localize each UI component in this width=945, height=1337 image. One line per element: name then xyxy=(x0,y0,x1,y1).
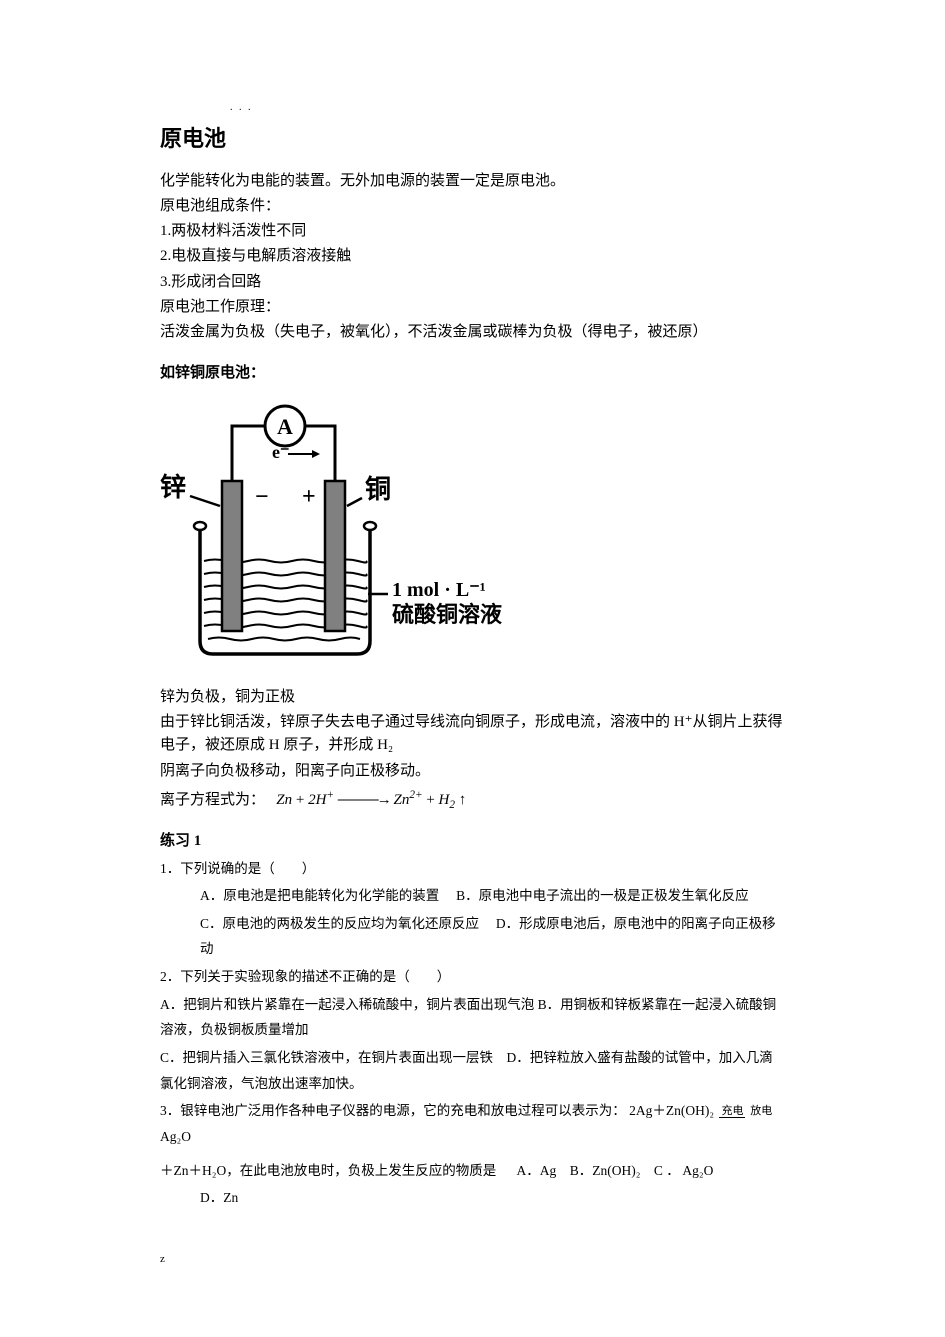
eq-label: 离子方程式为： xyxy=(160,792,265,808)
q3-frac-bot: 放电 xyxy=(748,1105,774,1117)
pointer-cu xyxy=(347,498,362,506)
q3-optC: C ． Ag₂O xyxy=(654,1163,713,1178)
electron-label: e⁻ xyxy=(272,442,290,462)
sign-plus: + xyxy=(302,484,316,510)
q3-optB: B．Zn(OH)₂ xyxy=(570,1163,641,1178)
label-cu: 铜 xyxy=(365,475,391,504)
intro-line: 2.电极直接与电解质溶液接触 xyxy=(160,245,785,268)
solution-conc: 1 mol · L⁻¹ xyxy=(392,579,486,601)
eq-rhs2-sub: 2 xyxy=(449,799,455,811)
electrode-zn xyxy=(222,481,242,631)
q3-frac-top: 充电 xyxy=(719,1105,745,1118)
q2-lineC: C．把铜片插入三氯化铁溶液中，在铜片表面出现一层铁 D．把锌粒放入盛有盐酸的试管… xyxy=(160,1045,785,1096)
explain-line: 由于锌比铜活泼，锌原子失去电子通过导线流向铜原子，形成电流，溶液中的 H⁺从铜片… xyxy=(160,711,785,758)
eq-arrow: ———→ xyxy=(338,791,390,808)
explain-line: 锌为负极，铜为正极 xyxy=(160,686,785,709)
beaker-lip-right xyxy=(364,522,376,530)
eq-uparrow: ↑ xyxy=(459,792,467,808)
q3-line3: D．Zn xyxy=(160,1185,785,1211)
eq-lhs2-sup: + xyxy=(326,789,334,801)
q3-line2: ＋Zn＋H₂O，在此电池放电时，负极上发生反应的物质是 A．Ag B．Zn(OH… xyxy=(160,1158,785,1184)
q3-line1: 3．银锌电池广泛用作各种电子仪器的电源，它的充电和放电过程可以表示为： 2Ag＋… xyxy=(160,1098,785,1149)
eq-plus2: + xyxy=(426,792,434,808)
battery-diagram: A e⁻ − + xyxy=(160,396,785,674)
beaker-lip-left xyxy=(194,522,206,530)
q1-optB: B．原电池中电子流出的一极是正极发生氧化反应 xyxy=(456,888,749,903)
ammeter-label: A xyxy=(277,414,293,439)
label-zn: 锌 xyxy=(160,473,186,502)
eq-rhs2: H xyxy=(439,792,450,808)
q3-chem-lhs: 2Ag＋Zn(OH)₂ xyxy=(629,1103,714,1118)
q1-options-row1: A．原电池是把电能转化为化学能的装置 B．原电池中电子流出的一极是正极发生氧化反… xyxy=(160,883,785,909)
example-label: 如锌铜原电池： xyxy=(160,362,785,385)
electron-arrow-head xyxy=(312,450,320,458)
q2-stem: 2．下列关于实验现象的描述不正确的是（ ） xyxy=(160,964,785,990)
q3-optA: A．Ag xyxy=(516,1163,556,1178)
battery-svg: A e⁻ − + xyxy=(160,396,520,666)
q3-frac: 充电 放电 xyxy=(719,1106,774,1118)
ionic-equation: 离子方程式为： Zn + 2H+ ———→ Zn2+ + H2 ↑ xyxy=(160,787,785,814)
q3-line2-pre: ＋Zn＋H₂O，在此电池放电时，负极上发生反应的物质是 xyxy=(160,1163,496,1178)
eq-rhs1: Zn xyxy=(394,792,410,808)
q3-chem-rhs: Ag₂O xyxy=(160,1129,191,1144)
wire-left xyxy=(232,426,265,481)
footer-mark: z xyxy=(160,1251,785,1268)
document-page: . . . 原电池 化学能转化为电能的装置。无外加电源的装置一定是原电池。 原电… xyxy=(0,0,945,1308)
practice-label: 练习 1 xyxy=(160,830,785,853)
solution-name: 硫酸铜溶液 xyxy=(392,602,502,627)
explain-line: 阴离子向负极移动，阳离子向正极移动。 xyxy=(160,760,785,783)
intro-line: 1.两极材料活泼性不同 xyxy=(160,220,785,243)
intro-line: 化学能转化为电能的装置。无外加电源的装置一定是原电池。 xyxy=(160,170,785,193)
intro-line: 原电池组成条件： xyxy=(160,195,785,218)
electrode-cu xyxy=(325,481,345,631)
intro-line: 活泼金属为负极（失电子，被氧化），不活泼金属或碳棒为负极（得电子，被还原） xyxy=(160,321,785,344)
q1-stem: 1．下列说确的是（ ） xyxy=(160,856,785,882)
q3-optD: D．Zn xyxy=(200,1190,238,1205)
pointer-zn xyxy=(190,496,220,506)
q2-lineA: A．把铜片和铁片紧靠在一起浸入稀硫酸中，铜片表面出现气泡 B．用铜板和锌板紧靠在… xyxy=(160,992,785,1043)
page-title: 原电池 xyxy=(160,122,785,156)
eq-lhs2: 2H xyxy=(308,792,326,808)
intro-line: 原电池工作原理： xyxy=(160,296,785,319)
q1-options-row2: C．原电池的两极发生的反应均为氧化还原反应 D．形成原电池后，原电池中的阳离子向… xyxy=(160,911,785,962)
header-dots: . . . xyxy=(230,100,785,116)
q1-optC: C．原电池的两极发生的反应均为氧化还原反应 xyxy=(200,916,479,931)
sign-minus: − xyxy=(255,484,269,510)
eq-plus1: + xyxy=(296,792,304,808)
eq-rhs1-sup: 2+ xyxy=(409,789,422,801)
intro-line: 3.形成闭合回路 xyxy=(160,271,785,294)
q3-pre: 3．银锌电池广泛用作各种电子仪器的电源，它的充电和放电过程可以表示为： xyxy=(160,1103,626,1118)
q1-optA: A．原电池是把电能转化为化学能的装置 xyxy=(200,888,439,903)
eq-lhs1: Zn xyxy=(276,792,292,808)
